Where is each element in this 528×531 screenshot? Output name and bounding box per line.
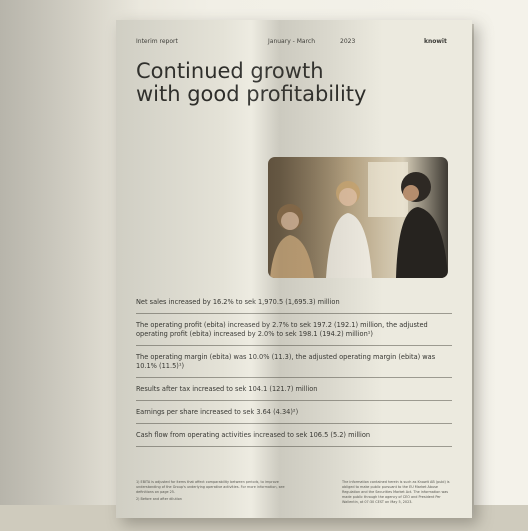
highlights: Net sales increased by 16.2% to sek 1,97…	[136, 294, 452, 447]
photo	[268, 157, 448, 278]
title-line: with good profitability	[136, 83, 366, 106]
title: Continued growth with good profitability	[136, 60, 366, 106]
footnote: The information contained herein is such…	[342, 480, 454, 505]
body: {"header": {"report_type": "Interim repo…	[0, 0, 528, 531]
footnote: 1) EBITA is adjusted for items that affe…	[136, 480, 296, 495]
footnote: 2) Before and after dilution	[136, 497, 296, 502]
scene: Interim report January - March 2023 know…	[0, 0, 528, 531]
title-line: Continued growth	[136, 60, 366, 83]
page: Interim report mockup html, body { margi…	[0, 0, 528, 531]
brand: knowit	[424, 38, 447, 45]
highlight: The operating margin (ebita) was 10.0% (…	[136, 346, 452, 378]
highlight: Results after tax increased to sek 104.1…	[136, 378, 452, 401]
highlight: Cash flow from operating activities incr…	[136, 424, 452, 447]
booklet: Interim report January - March 2023 know…	[116, 20, 472, 518]
highlight: Earnings per share increased to sek 3.64…	[136, 401, 452, 424]
report-type: Interim report	[136, 38, 178, 45]
highlight: The operating profit (ebita) increased b…	[136, 314, 452, 346]
highlight: Net sales increased by 16.2% to sek 1,97…	[136, 294, 452, 314]
year: 2023	[340, 38, 355, 45]
period: January - March	[268, 38, 315, 45]
